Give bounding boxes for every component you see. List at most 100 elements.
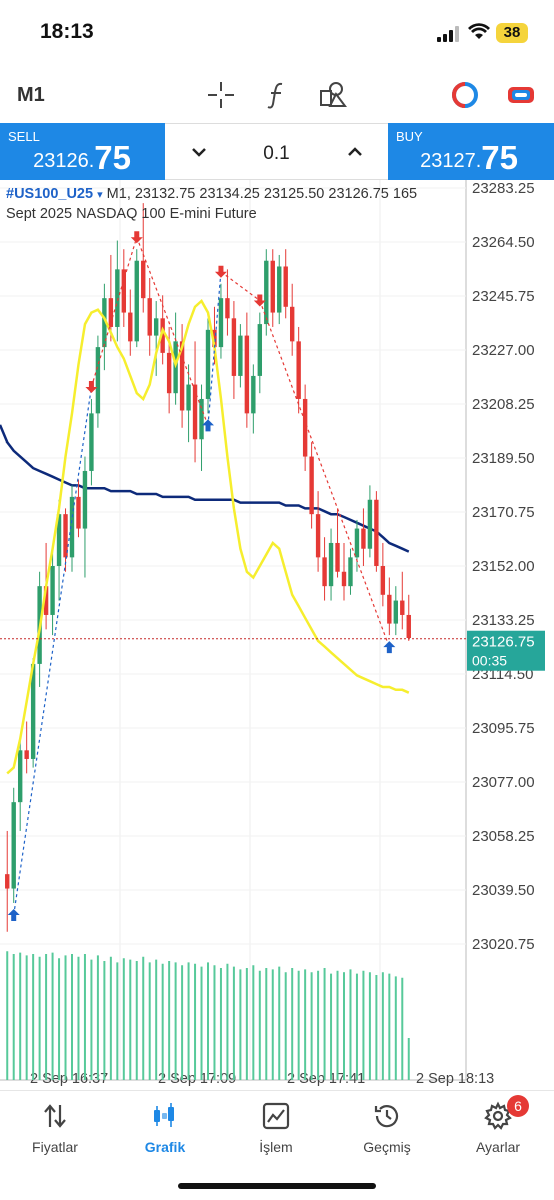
candle (296, 341, 301, 399)
candle (5, 874, 10, 889)
candle (166, 352, 172, 394)
buy-label: BUY (396, 129, 423, 144)
buy-price: 23127.75 (420, 139, 518, 176)
candle (24, 750, 29, 759)
candle (205, 329, 211, 399)
candle (192, 384, 198, 440)
candle (102, 298, 107, 348)
chevron-down-icon[interactable]: ▾ (97, 189, 103, 201)
candle (11, 802, 16, 889)
objects-icon[interactable] (318, 80, 348, 110)
candle (43, 586, 49, 615)
candle (354, 528, 360, 558)
wifi-icon (468, 23, 490, 39)
battery-indicator: 38 (496, 23, 528, 43)
candle (283, 266, 288, 307)
candle (231, 318, 237, 376)
y-tick-label: 23095.75 (472, 720, 535, 737)
candle (63, 514, 68, 558)
x-tick-label: 2 Sep 17:41 (287, 1071, 365, 1087)
buy-button[interactable]: BUY 23127.75 (388, 123, 554, 180)
y-tick-label: 23152.00 (472, 558, 535, 575)
candle (121, 269, 127, 313)
y-tick-label: 23133.25 (472, 612, 535, 629)
trade-icon (262, 1102, 290, 1130)
candle (277, 266, 282, 313)
y-tick-label: 23077.00 (472, 774, 535, 791)
y-tick-label: 23170.75 (472, 504, 535, 521)
trade-link-line (90, 237, 138, 388)
nav-chart[interactable]: Grafik (110, 1101, 220, 1155)
candle (17, 750, 23, 803)
candle (302, 398, 308, 457)
candle (328, 542, 334, 587)
signal-icon (437, 26, 459, 42)
candle (380, 566, 386, 595)
nav-label: Grafik (144, 1139, 186, 1155)
candle (179, 341, 185, 411)
trade-link-line (136, 236, 209, 426)
buy-arrow-icon (202, 419, 214, 432)
price-chart[interactable]: 23283.25 23264.50 23245.75 23227.00 23208.25… (0, 180, 554, 1090)
sell-label: SELL (8, 129, 40, 144)
sell-arrow-icon (85, 380, 98, 393)
nav-settings[interactable]: 6 Ayarlar (443, 1095, 553, 1155)
chart-toolbar: M1 (0, 72, 554, 118)
chart-canvas[interactable]: 23283.25 23264.50 23245.75 23227.00 23208.25… (0, 180, 554, 1090)
candle (251, 375, 256, 414)
sell-price: 23126.75 (33, 139, 131, 176)
notification-badge: 6 (507, 1095, 529, 1117)
sell-button[interactable]: SELL 23126.75 (0, 123, 165, 180)
y-tick-label: 23283.25 (472, 180, 535, 197)
candle (238, 335, 243, 376)
crosshair-icon[interactable] (206, 80, 236, 110)
status-time: 18:13 (40, 20, 94, 43)
current-price-tag (467, 630, 545, 671)
symbol-description: Sept 2025 NASDAQ 100 E-mini Future (6, 206, 257, 222)
trade-link-line (13, 386, 93, 916)
candle (89, 413, 94, 471)
candle (30, 663, 36, 759)
chart-header: #US100_U25 ▾ M1, 23132.75 23134.25 23125… (6, 186, 417, 202)
x-tick-label: 2 Sep 16:37 (30, 1071, 108, 1087)
candle (374, 499, 379, 566)
home-indicator (178, 1183, 376, 1189)
history-icon (374, 1105, 399, 1128)
toggle-icon[interactable] (506, 80, 536, 110)
y-tick-label: 23264.50 (472, 234, 535, 251)
nav-quotes[interactable]: Fiyatlar (0, 1101, 110, 1155)
function-icon[interactable] (262, 80, 292, 110)
y-tick-label: 23058.25 (472, 828, 535, 845)
nav-history[interactable]: Geçmiş (332, 1101, 442, 1155)
candle (335, 542, 340, 572)
nav-label: İşlem (259, 1139, 293, 1155)
candle (108, 298, 114, 327)
sell-arrow-icon (253, 294, 266, 307)
candle (264, 260, 269, 325)
y-tick-label: 23227.00 (472, 342, 535, 359)
candle (393, 600, 399, 624)
candle (147, 298, 152, 336)
candle (289, 306, 295, 342)
nav-trade[interactable]: İşlem (221, 1101, 331, 1155)
candle (199, 398, 204, 440)
candle (134, 260, 139, 342)
current-price-label: 23126.75 (472, 634, 535, 651)
nav-label: Ayarlar (475, 1139, 521, 1155)
mt-logo-icon[interactable] (450, 80, 480, 110)
symbol-selector[interactable]: #US100_U25 (6, 186, 94, 202)
candle (69, 496, 75, 558)
y-tick-label: 23245.75 (472, 288, 535, 305)
candle (160, 318, 165, 353)
candle (322, 557, 327, 587)
y-tick-label: 23189.50 (472, 450, 535, 467)
candle (367, 499, 373, 549)
decrease-lot-button[interactable] (187, 140, 211, 164)
lot-value[interactable]: 0.1 (263, 143, 290, 164)
timeframe-button[interactable]: M1 (17, 84, 45, 106)
fast-moving-average (6, 299, 410, 775)
bar-countdown-label: 00:35 (472, 653, 507, 669)
candle (400, 600, 405, 615)
increase-lot-button[interactable] (343, 140, 367, 164)
y-tick-label: 23039.50 (472, 882, 535, 899)
